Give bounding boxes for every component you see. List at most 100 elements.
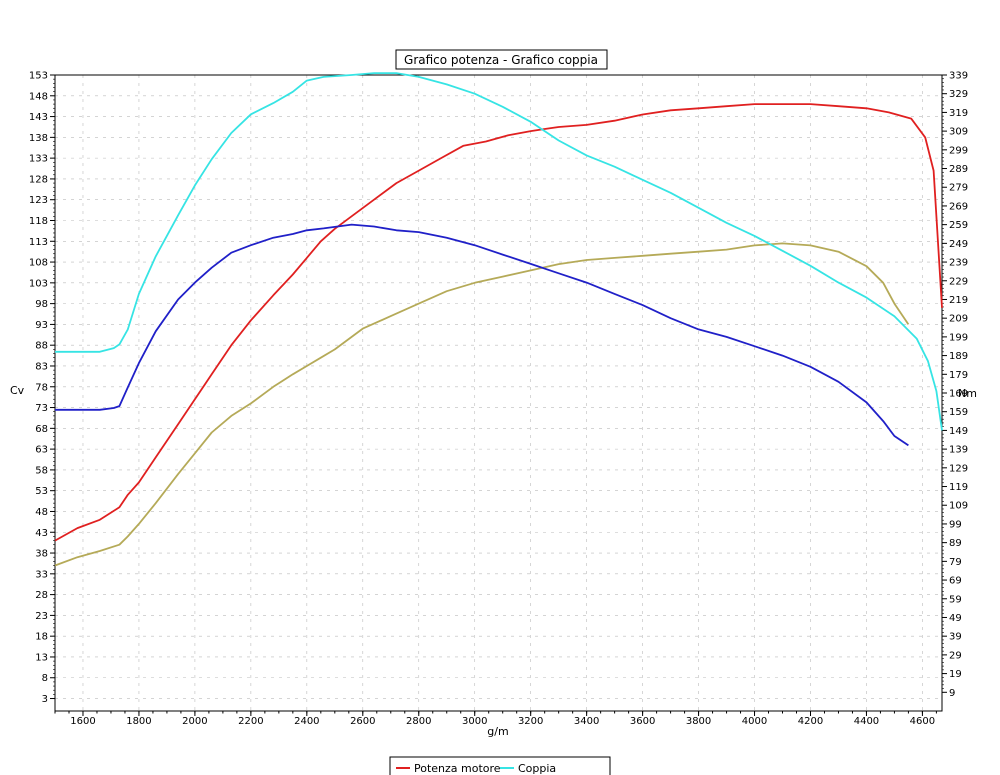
y-right-tick-label: 269 (949, 201, 968, 212)
y-left-tick-label: 23 (35, 611, 48, 622)
y-left-tick-label: 68 (35, 424, 48, 435)
y-right-tick-label: 309 (949, 127, 968, 138)
y-right-tick-label: 129 (949, 463, 968, 474)
y-left-tick-label: 3 (42, 694, 48, 705)
y-left-tick-label: 143 (29, 112, 48, 123)
y-right-tick-label: 219 (949, 295, 968, 306)
x-tick-label: 2000 (182, 716, 207, 727)
y-axis-left: 3813182328333843485358636873788388939810… (29, 71, 55, 705)
y-axis-right-label: Nm (958, 387, 977, 400)
x-tick-label: 4400 (854, 716, 879, 727)
x-tick-label: 3000 (462, 716, 487, 727)
y-right-tick-label: 249 (949, 239, 968, 250)
y-left-tick-label: 8 (42, 673, 48, 684)
y-left-tick-label: 13 (35, 652, 48, 663)
y-right-tick-label: 289 (949, 164, 968, 175)
y-axis-right: 9 19 29 39 49 59 69 79 89 99 109 119 129 139 149 159 169… (942, 71, 968, 699)
y-left-tick-label: 28 (35, 590, 48, 601)
x-tick-label: 2400 (294, 716, 319, 727)
x-tick-label: 1600 (70, 716, 95, 727)
y-left-tick-label: 63 (35, 445, 48, 456)
y-left-tick-label: 93 (35, 320, 48, 331)
y-left-tick-label: 123 (29, 195, 48, 206)
y-right-tick-label: 209 (949, 314, 968, 325)
y-left-tick-label: 108 (29, 258, 48, 269)
x-tick-label: 1800 (126, 716, 151, 727)
y-left-tick-label: 103 (29, 278, 48, 289)
y-right-tick-label: 319 (949, 108, 968, 119)
series-line-series-1 (54, 242, 910, 567)
legend-label-potenza: Potenza motore (414, 762, 501, 775)
y-left-tick-label: 18 (35, 632, 48, 643)
y-right-tick-label: 89 (949, 538, 962, 549)
y-right-tick-label: 279 (949, 183, 968, 194)
y-left-tick-label: 43 (35, 528, 48, 539)
y-right-tick-label: 79 (949, 557, 962, 568)
y-right-tick-label: 259 (949, 220, 968, 231)
y-left-tick-label: 58 (35, 465, 48, 476)
chart-title-box (395, 49, 608, 70)
x-axis: 1600 1800 2000 2200 2400 2600 2800 3000 3200 3400… (54, 711, 937, 727)
y-right-tick-label: 329 (949, 89, 968, 100)
y-right-tick-label: 169 (949, 389, 968, 400)
series-line-coppia (55, 72, 943, 431)
y-right-tick-label: 39 (949, 632, 962, 643)
y-right-tick-label: 59 (949, 594, 962, 605)
x-axis-label: g/m (487, 725, 508, 738)
x-tick-label: 4200 (798, 716, 823, 727)
y-left-tick-label: 53 (35, 486, 48, 497)
x-tick-label: 3600 (630, 716, 655, 727)
y-right-tick-label: 189 (949, 351, 968, 362)
y-left-tick-label: 118 (29, 216, 48, 227)
x-tick-label: 3200 (518, 716, 543, 727)
y-left-tick-label: 138 (29, 133, 48, 144)
y-right-tick-label: 149 (949, 426, 968, 437)
y-left-tick-label: 48 (35, 507, 48, 518)
x-tick-label: 3800 (686, 716, 711, 727)
y-left-tick-label: 73 (35, 403, 48, 414)
x-tick-label: 4600 (910, 716, 935, 727)
y-right-tick-label: 29 (949, 650, 962, 661)
y-right-tick-label: 299 (949, 145, 968, 156)
y-right-tick-label: 119 (949, 482, 968, 493)
y-axis-left-label: Cv (10, 384, 25, 397)
y-right-tick-label: 239 (949, 258, 968, 269)
x-tick-label: 4000 (742, 716, 767, 727)
x-tick-label: 2200 (238, 716, 263, 727)
legend-label-coppia: Coppia (518, 762, 556, 775)
y-left-tick-label: 133 (29, 154, 48, 165)
y-right-tick-label: 19 (949, 669, 962, 680)
y-left-tick-label: 128 (29, 174, 48, 185)
y-left-tick-label: 113 (29, 237, 48, 248)
y-left-tick-label: 88 (35, 341, 48, 352)
grid (55, 74, 942, 711)
y-left-tick-label: 38 (35, 549, 48, 560)
x-tick-label: 2800 (406, 716, 431, 727)
y-right-tick-label: 109 (949, 501, 968, 512)
y-left-tick-label: 33 (35, 569, 48, 580)
y-right-tick-label: 179 (949, 370, 968, 381)
legend-box (389, 756, 611, 775)
y-right-tick-label: 99 (949, 519, 962, 530)
y-left-tick-label: 78 (35, 382, 48, 393)
x-tick-label: 3400 (574, 716, 599, 727)
x-tick-label: 2600 (350, 716, 375, 727)
y-right-tick-label: 159 (949, 407, 968, 418)
legend: Potenza motore Coppia (389, 756, 611, 775)
series-lines (54, 72, 943, 567)
y-right-tick-label: 339 (949, 71, 968, 82)
y-right-tick-label: 199 (949, 332, 968, 343)
y-right-tick-label: 139 (949, 445, 968, 456)
series-line-potenza-motore (54, 103, 943, 542)
y-right-tick-label: 9 (949, 688, 955, 699)
y-right-tick-label: 49 (949, 613, 962, 624)
series-line-series-3 (55, 223, 909, 447)
y-left-tick-label: 98 (35, 299, 48, 310)
y-left-tick-label: 83 (35, 361, 48, 372)
y-right-tick-label: 229 (949, 276, 968, 287)
chart-title: Grafico potenza - Grafico coppia (404, 53, 598, 67)
y-left-tick-label: 153 (29, 71, 48, 82)
y-right-tick-label: 69 (949, 576, 962, 587)
y-left-tick-label: 148 (29, 91, 48, 102)
